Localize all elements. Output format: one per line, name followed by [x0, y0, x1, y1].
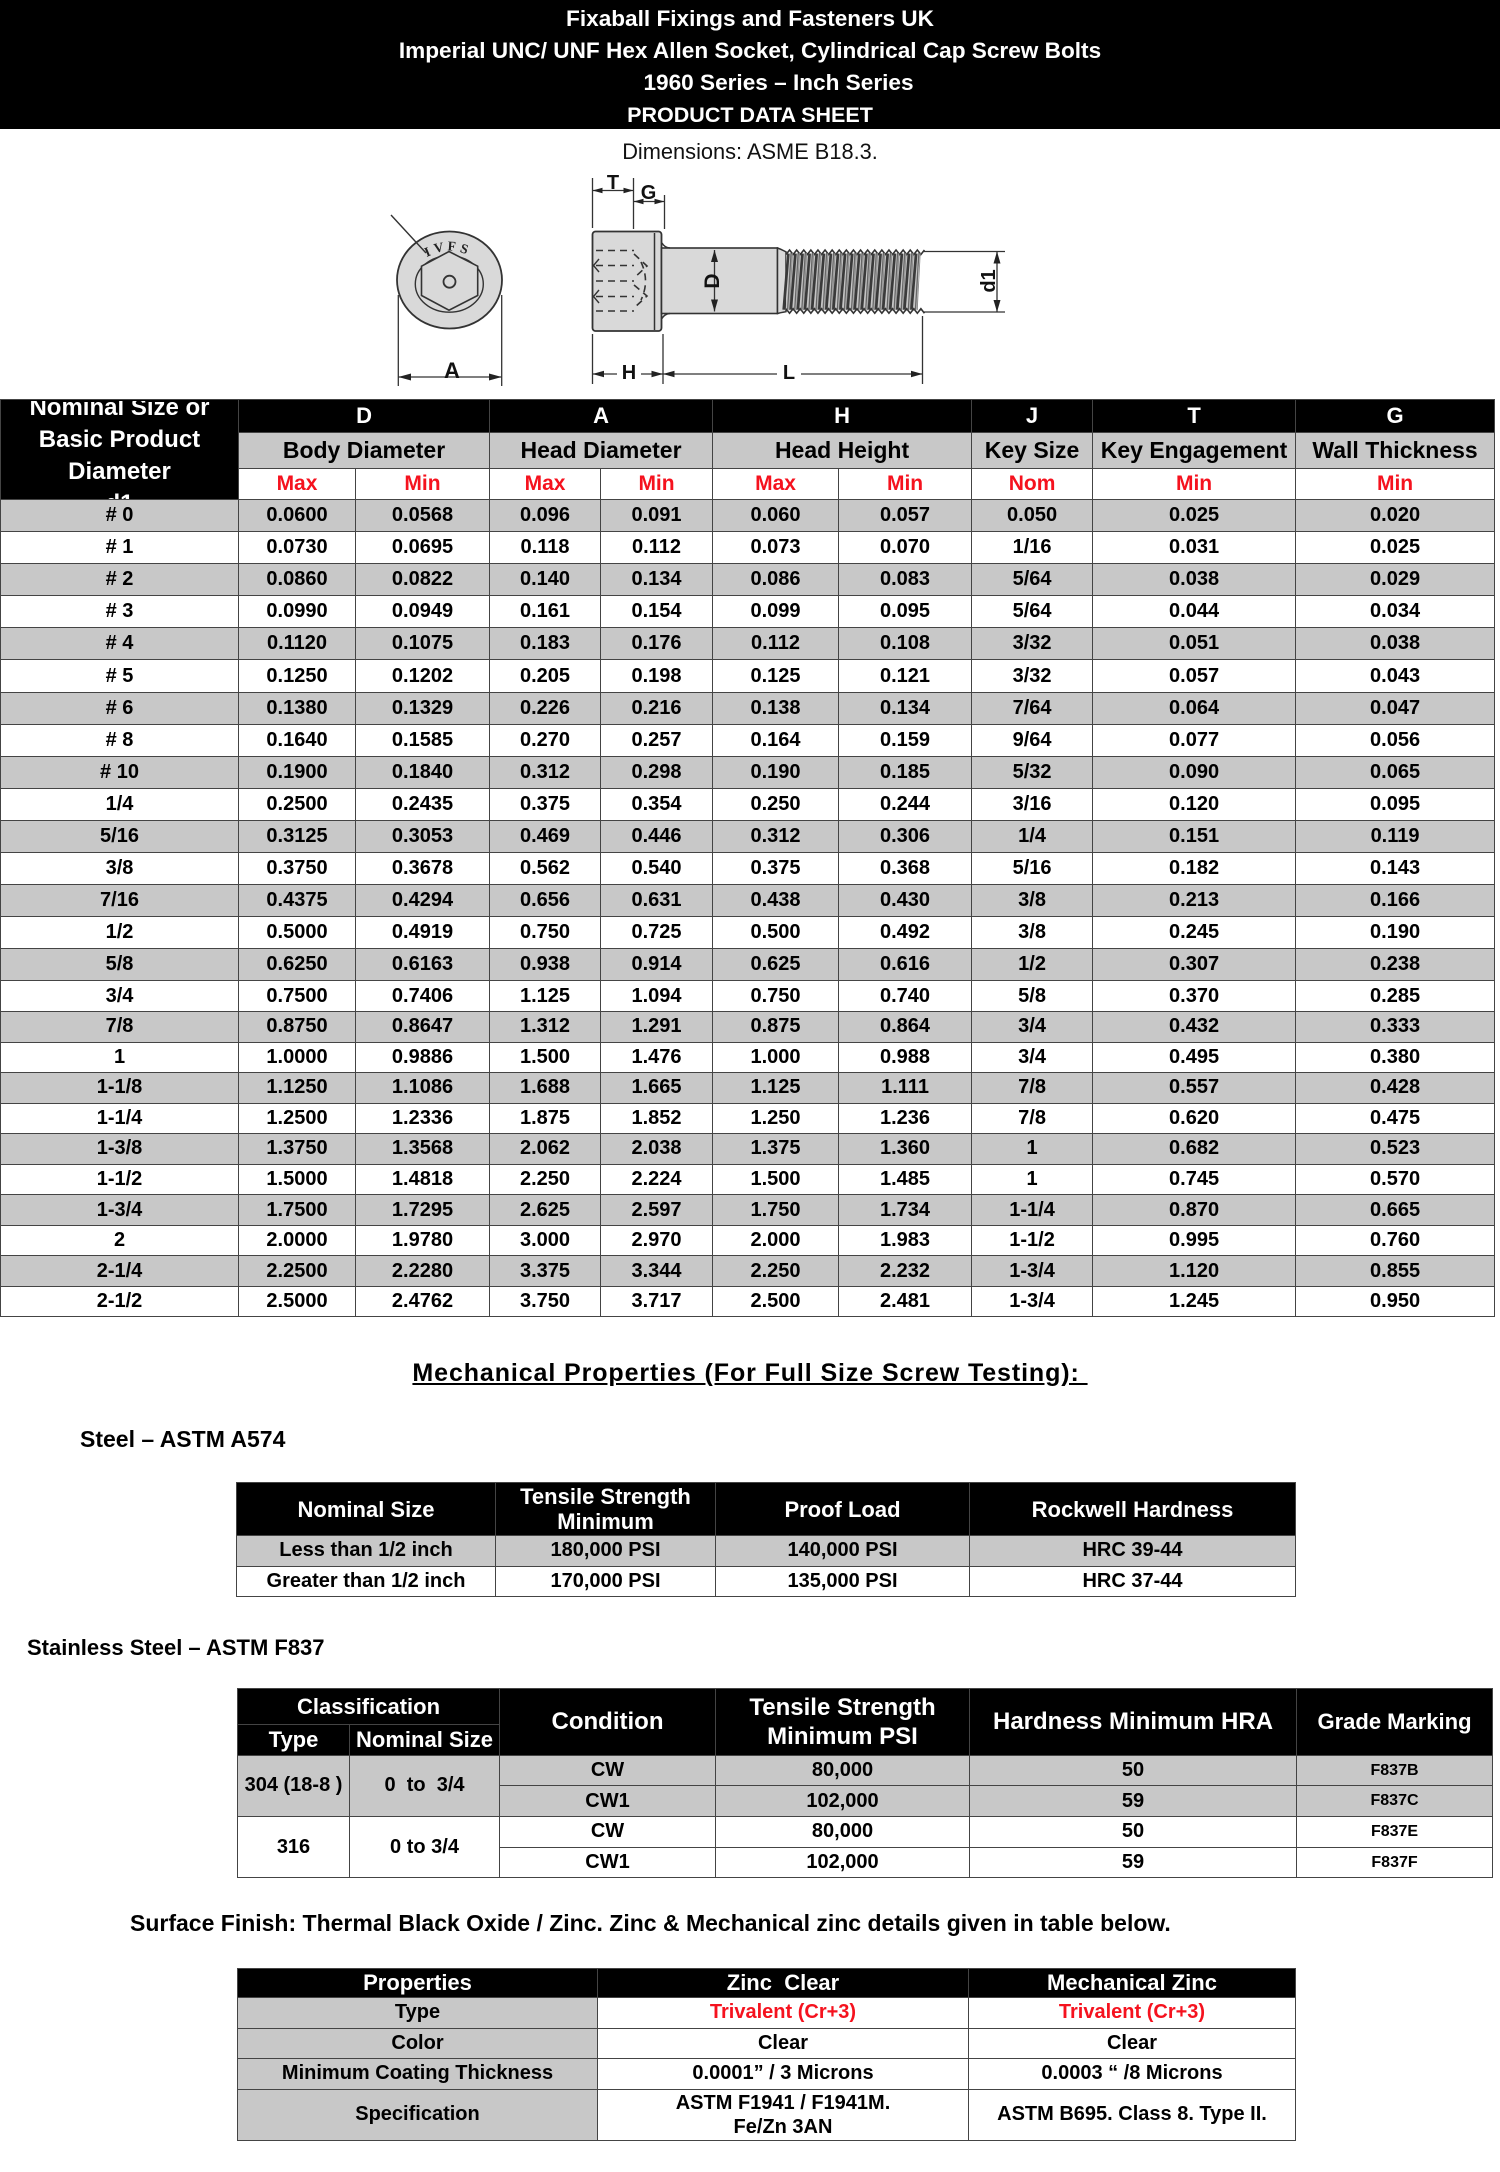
svg-text:L: L: [783, 362, 795, 384]
svg-text:T: T: [607, 172, 619, 194]
svg-text:D: D: [701, 273, 724, 288]
svg-text:A: A: [444, 358, 460, 383]
svg-text:G: G: [641, 182, 657, 204]
svg-text:S: S: [458, 240, 470, 257]
svg-text:I: I: [422, 244, 433, 260]
svg-text:H: H: [622, 362, 636, 384]
svg-text:F: F: [447, 238, 456, 254]
svg-text:d1: d1: [978, 269, 1000, 292]
svg-text:V: V: [432, 239, 445, 256]
